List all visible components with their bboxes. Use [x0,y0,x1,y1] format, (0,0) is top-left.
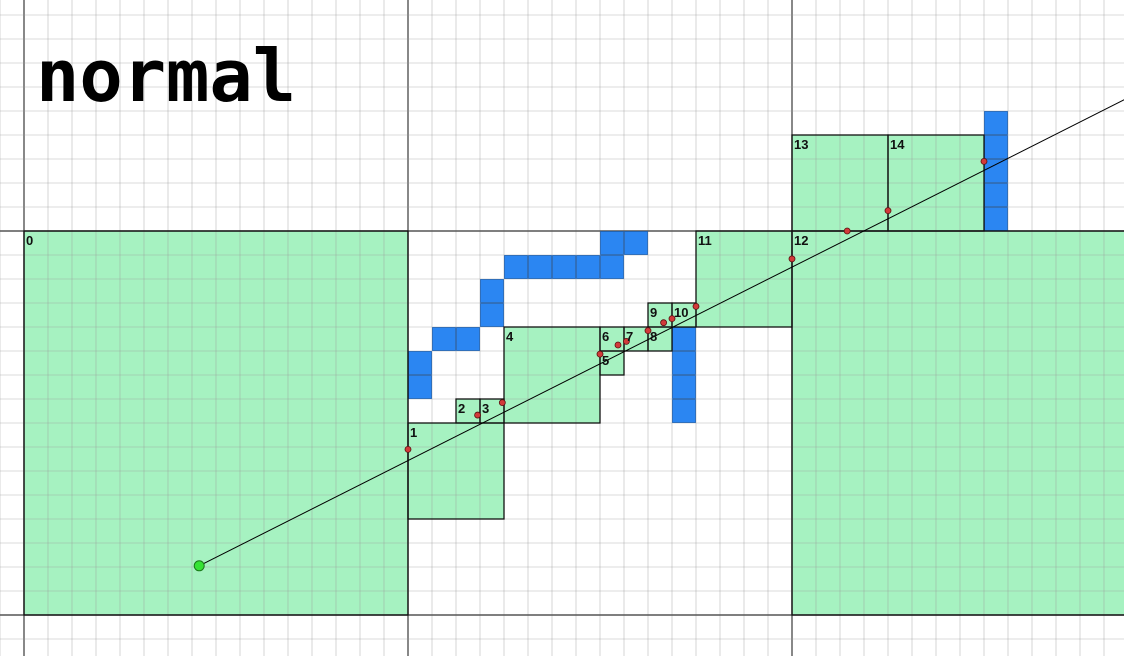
ray-start-point [193,560,205,572]
cell-label-8: 8 [650,329,657,344]
blocked-cell [672,351,696,375]
intersection-point [660,319,667,327]
intersection-point [668,315,676,323]
intersection-point [644,327,652,335]
blocked-cell [528,255,552,279]
blocked-cell [408,375,432,399]
mode-title: normal [36,34,297,118]
cell-label-7: 7 [626,329,633,344]
cell-label-14: 14 [890,137,905,152]
visited-cell-5 [600,351,624,375]
ray-layer [193,99,1124,572]
cell-label-1: 1 [410,425,417,440]
blocked-cell [456,327,480,351]
intersection-point [788,255,796,263]
intersection-point [614,341,622,349]
intersection-point [692,302,700,310]
cell-label-9: 9 [650,305,657,320]
cell-label-2: 2 [458,401,465,416]
cell-label-3: 3 [482,401,489,416]
blocked-cell [984,111,1008,135]
blocked-cell [672,327,696,351]
intersection-point [474,411,482,419]
blocked-cell [480,279,504,303]
visited-cell-10 [672,303,696,327]
blocked-cell [600,231,624,255]
blocked-cell [504,255,528,279]
blocked-cell [984,207,1008,231]
blocked-cell [984,135,1008,159]
intersection-point [498,399,506,407]
visited-cell-9 [648,303,672,327]
intersection-point [843,227,851,235]
visited-cell-outline-14 [887,134,985,232]
cell-label-12: 12 [794,233,808,248]
visited-cell-2 [456,399,480,423]
blocked-cell [408,351,432,375]
cell-label-11: 11 [698,233,712,248]
cell-label-13: 13 [794,137,808,152]
blocked-cells-layer [408,111,1008,423]
intersection-point [884,207,892,215]
cell-label-4: 4 [506,329,514,344]
intersection-point [980,157,988,165]
blocked-cell [672,375,696,399]
visited-cell-outlines [23,134,1124,616]
blocked-cell [984,159,1008,183]
intersection-point [404,445,412,453]
intersection-point [623,337,630,345]
cell-label-0: 0 [26,233,33,248]
blocked-cell [624,231,648,255]
cell-label-6: 6 [602,329,609,344]
blocked-cell [552,255,576,279]
ray-line [198,99,1124,567]
cell-label-10: 10 [674,305,688,320]
blocked-cell [576,255,600,279]
cell-label-5: 5 [602,353,609,368]
blocked-cell [432,327,456,351]
blocked-cell [480,303,504,327]
blocked-cell [984,183,1008,207]
blocked-cell [600,255,624,279]
visited-cell-8 [648,327,672,351]
intersection-point [596,350,604,358]
blocked-cell [672,399,696,423]
